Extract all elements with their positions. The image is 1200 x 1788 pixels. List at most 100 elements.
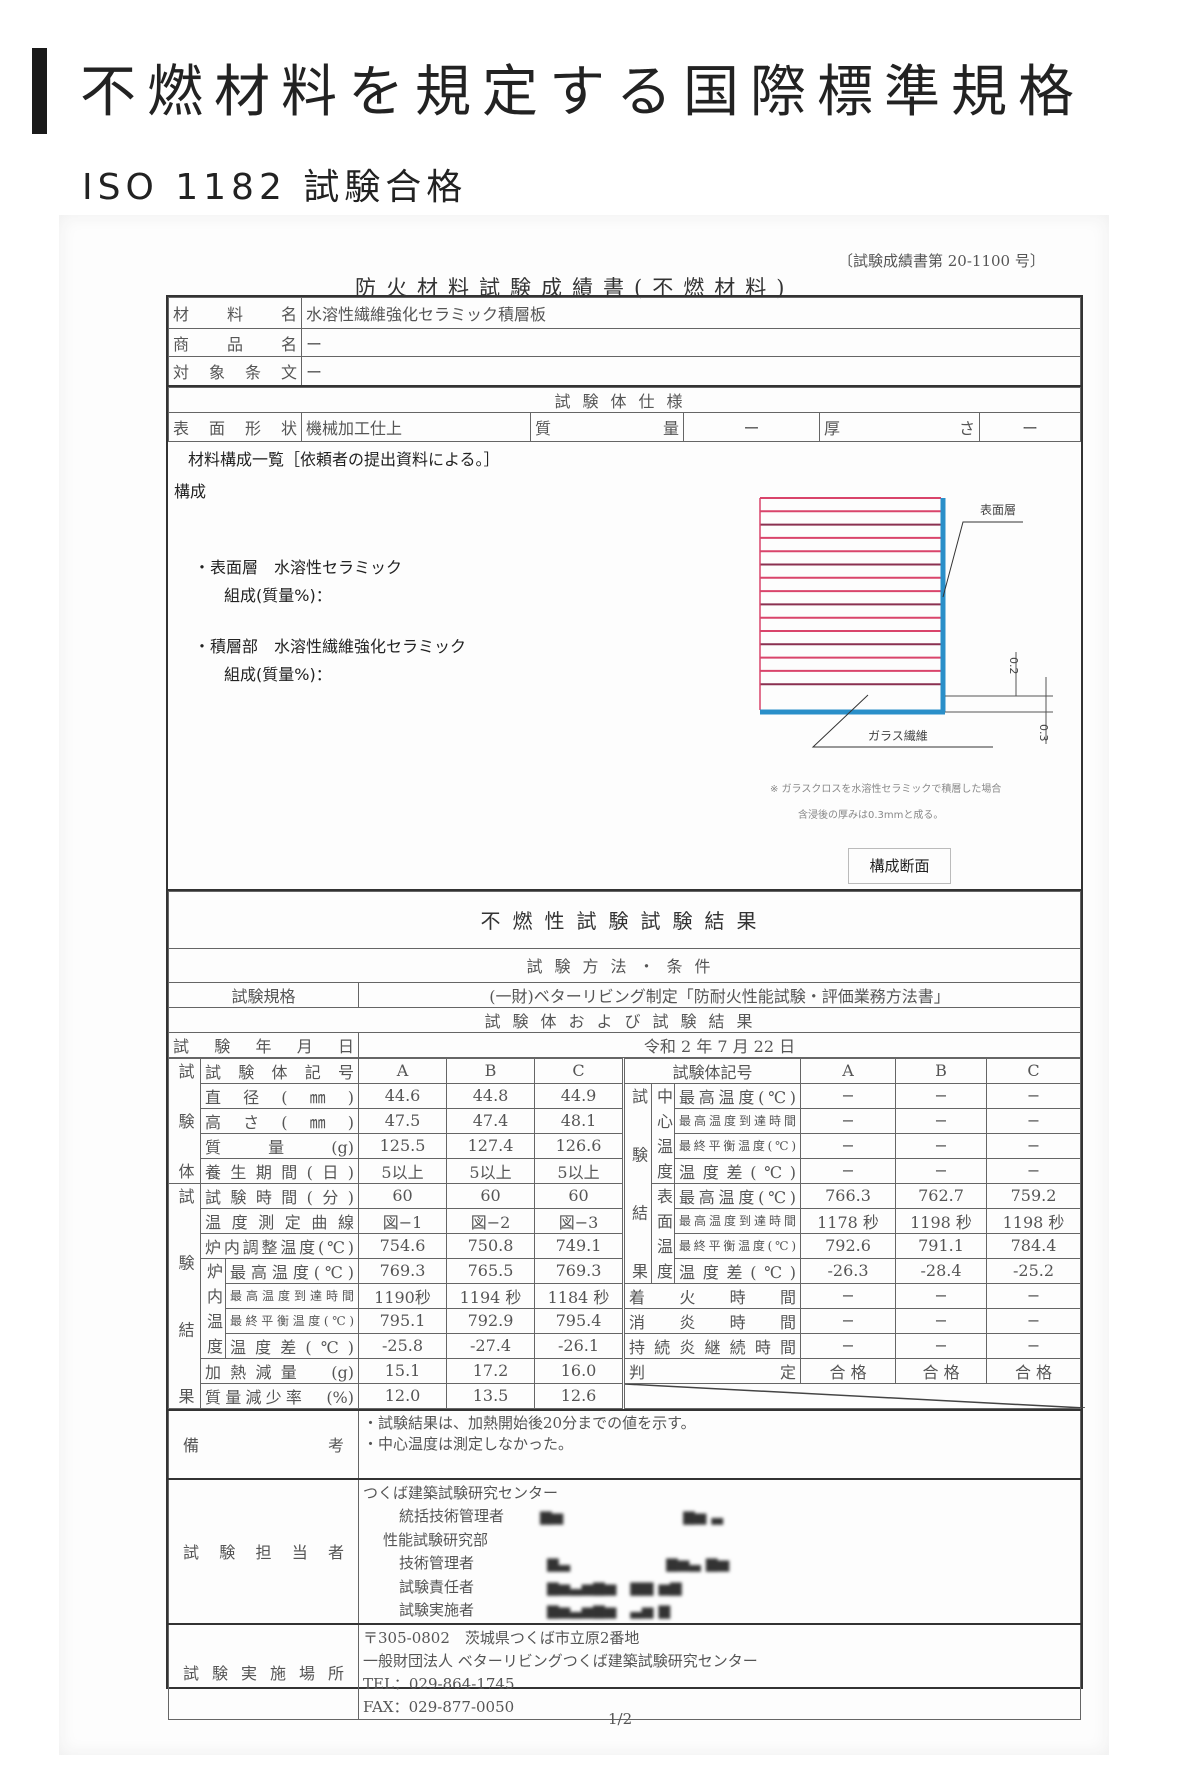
row-label: 最高温度(℃) <box>224 1257 360 1284</box>
cell-a: − <box>800 1282 897 1309</box>
row-label: 持続炎継続時間 <box>623 1332 802 1359</box>
product-name-label: 商品名 <box>168 328 302 357</box>
surface-layer-tag: 表面層 <box>980 503 1016 517</box>
row-label: 高さ(㎜) <box>199 1107 360 1134</box>
results-title: 不燃性試験試験結果 <box>168 890 1081 949</box>
cell-a: 125.5 <box>358 1132 448 1159</box>
method-header: 試験方法・条件 <box>168 947 1081 983</box>
cell-a: − <box>800 1332 897 1359</box>
cell-c: 16.0 <box>534 1357 626 1384</box>
row-label: 着火時間 <box>623 1282 802 1309</box>
row-label: 試験体記号 <box>623 1057 802 1084</box>
signature-redacted: ▆▅▃▅▆▅ <box>547 1601 617 1619</box>
cell-a: 795.1 <box>358 1307 448 1334</box>
row-label: 温度測定曲線 <box>199 1207 360 1234</box>
cell-b: − <box>895 1107 988 1134</box>
cell-a: − <box>800 1132 897 1159</box>
cell-c: 合 格 <box>986 1357 1081 1384</box>
table-row: 高さ(㎜) 47.5 47.4 48.1 最高温度到達時間 − − − <box>169 1107 1081 1134</box>
cell-c: 1184 秒 <box>534 1282 626 1309</box>
table-row: 直径(㎜) 44.6 44.8 44.9 試験結果 中心温度 最高温度(℃) − − − <box>169 1082 1081 1284</box>
row-label: 最終平衡温度(℃) <box>674 1232 802 1259</box>
row-label: 質量減少率 (%) <box>199 1382 360 1409</box>
specimen-spec-table: 試験体仕様 表面形状 機械加工仕上 質量 ー 厚さ ー <box>168 386 1081 442</box>
dim-surface-label: 0.2 <box>1007 657 1020 675</box>
composition-heading: 材料構成一覧［依頼者の提出資料による。］ <box>188 449 500 469</box>
product-name-value: ー <box>301 328 1081 357</box>
signature-redacted: ▆▆ ▅▆ <box>630 1577 682 1596</box>
material-name-value: 水溶性繊維強化セラミック積層板 <box>301 297 1081 329</box>
cell-b: 60 <box>446 1182 536 1209</box>
cell-b: 5以上 <box>446 1157 536 1184</box>
thickness-value: ー <box>979 411 1081 442</box>
cell-c: 60 <box>534 1182 626 1209</box>
cell-a: 15.1 <box>358 1357 448 1384</box>
table-row: 質量(g) 125.5 127.4 126.6 最終平衡温度(℃) − − − <box>169 1132 1081 1159</box>
group-surface-temp: 表面温度 <box>651 1182 676 1284</box>
cell-a: -25.8 <box>358 1332 448 1359</box>
row-label: 最終平衡温度(℃) <box>224 1307 360 1334</box>
staff-content: つくば建築試験研究センター 統括技術管理者 ▆▅ ▆▅ ▃ 性能試験研究部 技術管理… <box>358 1477 1081 1624</box>
results-header-table: 不燃性試験試験結果 試験方法・条件 試験規格 (一財)ベターリビング制定「防耐火性… <box>168 890 1081 1058</box>
row-label: 判定 <box>623 1357 802 1384</box>
cell-a: − <box>800 1307 897 1334</box>
cell-c: 795.4 <box>534 1307 626 1334</box>
surface-shape-value: 機械加工仕上 <box>301 411 531 442</box>
laminate-item: ・積層部 水溶性繊維強化セラミック <box>194 636 467 656</box>
mass-value: ー <box>683 411 820 442</box>
cell-b: 17.2 <box>446 1357 536 1384</box>
glass-leader <box>811 694 993 747</box>
page-title: 不燃材料を規定する国際標準規格 <box>80 60 1085 125</box>
executor-title: 試験実施者 <box>399 1601 475 1619</box>
staff-org: つくば建築試験研究センター <box>363 1483 559 1502</box>
cell-c: 44.9 <box>534 1082 626 1109</box>
general-manager-title: 統括技術管理者 <box>399 1507 505 1525</box>
surface-layer-item: ・表面層 水溶性セラミック <box>194 557 403 577</box>
cell-b: B <box>446 1057 536 1084</box>
laminate-composition: 組成(質量%)： <box>224 664 332 684</box>
place-label: 試験実施場所 <box>168 1622 359 1720</box>
mass-label: 質量 <box>530 411 684 442</box>
place-content: 〒305-0802 茨城県つくば市立原2番地 一般財団法人 ベターリビングつくば… <box>358 1622 1081 1720</box>
cell-c: 769.3 <box>534 1257 626 1284</box>
staff-dept: 性能試験研究部 <box>383 1530 489 1549</box>
table-row: 温度差(℃) -25.8 -27.4 -26.1 持続炎継続時間 − − − <box>169 1332 1081 1359</box>
cell-b: 1198 秒 <box>895 1207 988 1234</box>
cell-b: − <box>895 1307 988 1334</box>
cell-b: 791.1 <box>895 1232 988 1259</box>
remark-line: ・中心温度は測定しなかった。 <box>363 1434 574 1453</box>
cell-b: -27.4 <box>446 1332 536 1359</box>
cell-c: 5以上 <box>534 1157 626 1184</box>
laminate-layers <box>759 496 941 710</box>
cell-b: 1194 秒 <box>446 1282 536 1309</box>
certificate-table: 材料名 水溶性繊維強化セラミック積層板 商品名ー 対象条文ー 試験体仕様 表面形状… <box>166 295 1086 1720</box>
table-row: 質量減少率 (%) 12.0 13.5 12.6 <box>169 1382 1086 1409</box>
signature-redacted: ▆▅▃ ▆▅ <box>666 1554 729 1572</box>
surface-shape-label: 表面形状 <box>168 411 302 442</box>
cell-a: 766.3 <box>800 1182 897 1209</box>
empty-diagonal-cell <box>623 1382 1086 1409</box>
table-row: 最終平衡温度(℃) 795.1 792.9 795.4 消炎時間 − − − <box>169 1307 1081 1334</box>
cell-b: 762.7 <box>895 1182 988 1209</box>
cell-c: − <box>986 1107 1081 1134</box>
cell-a: A <box>358 1057 448 1084</box>
cell-c: − <box>986 1332 1081 1359</box>
row-label: 加熱減量 (g) <box>199 1357 360 1384</box>
heading-accent-bar <box>32 48 47 134</box>
row-label: 試験体記号 <box>199 1057 360 1084</box>
remarks-table: 備考 ・試験結果は、加熱開始後20分までの値を示す。 ・中心温度は測定しなかった… <box>168 1408 1081 1720</box>
cell-c: 126.6 <box>534 1132 626 1159</box>
group-furnace-temp: 炉内温度 <box>200 1257 226 1359</box>
signature-redacted: ▃▅ ▆ <box>630 1601 671 1619</box>
row-label: 最高温度到達時間 <box>674 1107 802 1134</box>
cell-b: 図−2 <box>446 1207 536 1234</box>
cell-c: − <box>986 1132 1081 1159</box>
responsible-title: 試験責任者 <box>399 1577 475 1596</box>
cell-c: − <box>986 1082 1081 1109</box>
staff-label: 試験担当者 <box>168 1477 359 1624</box>
cell-a: − <box>800 1082 897 1109</box>
cell-a: 44.6 <box>358 1082 448 1109</box>
cell-a: − <box>800 1157 897 1184</box>
remarks-content: ・試験結果は、加熱開始後20分までの値を示す。 ・中心温度は測定しなかった。 <box>358 1408 1081 1479</box>
signature-redacted: ▆▃ <box>547 1554 571 1572</box>
